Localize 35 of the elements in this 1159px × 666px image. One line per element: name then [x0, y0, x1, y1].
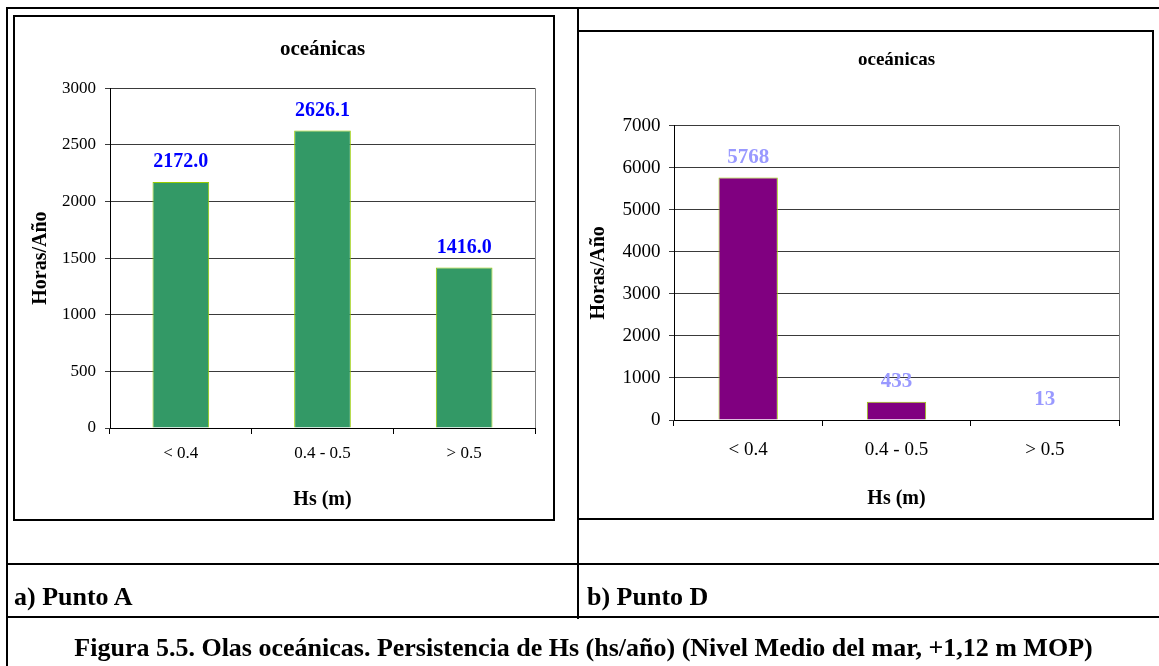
x-axis-title: Hs (m) — [867, 486, 926, 510]
y-tick-label: 2500 — [62, 134, 96, 154]
x-tick-label: 0.4 - 0.5 — [294, 443, 351, 463]
data-label: 2172.0 — [153, 149, 209, 172]
data-label: 13 — [1034, 385, 1056, 410]
y-axis-title: Horas/Año — [28, 211, 51, 305]
x-tick-label: > 0.5 — [1025, 437, 1065, 459]
y-tick-label: 3000 — [62, 77, 96, 97]
x-tick-label: < 0.4 — [728, 437, 769, 459]
data-label: 2626.1 — [295, 97, 350, 120]
y-tick-label: 7000 — [622, 113, 661, 135]
data-label: 1416.0 — [436, 234, 492, 257]
y-tick-label: 2000 — [62, 190, 96, 210]
y-tick-label: 1000 — [622, 365, 661, 387]
y-tick-label: 6000 — [622, 155, 661, 177]
data-label: 5768 — [727, 144, 770, 168]
y-tick-label: 0 — [651, 407, 661, 429]
chart-title: oceánicas — [279, 36, 366, 61]
x-tick-label: > 0.5 — [446, 443, 482, 463]
text: Figura 5.5. Olas oceánicas. Persistencia de Hs (hs/año) (Nivel Medio del mar, +1,12 m MOP) — [73, 633, 1094, 663]
chart-title: oceánicas — [857, 48, 936, 70]
x-axis-title: Hs (m) — [293, 487, 352, 511]
y-tick-label: 3000 — [622, 281, 661, 303]
x-tick-label: < 0.4 — [163, 443, 199, 463]
y-tick-label: 500 — [70, 360, 96, 380]
text: b) Punto D — [587, 582, 709, 612]
y-tick-label: 0 — [87, 417, 96, 437]
y-tick-label: 4000 — [622, 239, 661, 261]
y-tick-label: 1000 — [62, 304, 96, 324]
y-tick-label: 2000 — [622, 323, 661, 345]
text: a) Punto A — [14, 582, 133, 612]
y-tick-label: 5000 — [622, 197, 661, 219]
x-tick-label: 0.4 - 0.5 — [864, 437, 929, 459]
y-tick-label: 1500 — [62, 247, 96, 267]
y-axis-title: Horas/Año — [586, 226, 609, 320]
